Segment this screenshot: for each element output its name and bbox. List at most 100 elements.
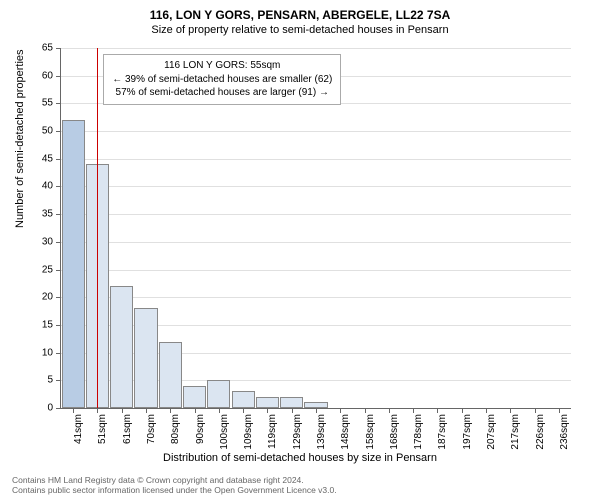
x-tick xyxy=(73,408,74,413)
y-tick-label: 20 xyxy=(42,292,53,303)
footer-line1: Contains HM Land Registry data © Crown c… xyxy=(12,475,337,486)
x-tick-label: 158sqm xyxy=(365,414,376,450)
y-tick xyxy=(56,380,61,381)
x-axis-label: Distribution of semi-detached houses by … xyxy=(0,452,600,464)
x-tick xyxy=(340,408,341,413)
grid-line xyxy=(61,48,571,49)
bar xyxy=(62,120,85,408)
x-tick-label: 129sqm xyxy=(292,414,303,450)
x-tick-label: 80sqm xyxy=(170,414,181,444)
y-tick-label: 50 xyxy=(42,126,53,137)
x-tick xyxy=(219,408,220,413)
y-tick-label: 45 xyxy=(42,153,53,164)
y-tick xyxy=(56,242,61,243)
x-tick-label: 148sqm xyxy=(340,414,351,450)
bar xyxy=(207,380,230,408)
y-tick xyxy=(56,408,61,409)
y-tick xyxy=(56,214,61,215)
y-tick-label: 10 xyxy=(42,347,53,358)
chart-subtitle: Size of property relative to semi-detach… xyxy=(0,22,600,36)
x-tick-label: 109sqm xyxy=(243,414,254,450)
grid-line xyxy=(61,297,571,298)
bar xyxy=(304,402,327,408)
bar xyxy=(256,397,279,408)
bar xyxy=(280,397,303,408)
x-tick xyxy=(559,408,560,413)
y-tick xyxy=(56,159,61,160)
x-tick-label: 70sqm xyxy=(146,414,157,444)
callout-line2: ← 39% of semi-detached houses are smalle… xyxy=(112,73,332,87)
x-tick-label: 90sqm xyxy=(195,414,206,444)
grid-line xyxy=(61,214,571,215)
grid-line xyxy=(61,270,571,271)
y-tick xyxy=(56,297,61,298)
footer-line2: Contains public sector information licen… xyxy=(12,485,337,496)
bar xyxy=(110,286,133,408)
y-tick-label: 65 xyxy=(42,43,53,54)
x-tick-label: 41sqm xyxy=(73,414,84,444)
y-tick xyxy=(56,353,61,354)
x-tick-label: 236sqm xyxy=(559,414,570,450)
y-tick-label: 5 xyxy=(47,375,53,386)
x-tick xyxy=(97,408,98,413)
grid-line xyxy=(61,159,571,160)
y-tick xyxy=(56,48,61,49)
bar xyxy=(159,342,182,408)
grid-line xyxy=(61,186,571,187)
x-tick xyxy=(195,408,196,413)
x-tick-label: 217sqm xyxy=(510,414,521,450)
y-tick-label: 15 xyxy=(42,319,53,330)
y-tick-label: 60 xyxy=(42,70,53,81)
footer-text: Contains HM Land Registry data © Crown c… xyxy=(12,475,337,496)
plot-area: 116 LON Y GORS: 55sqm ← 39% of semi-deta… xyxy=(60,48,571,409)
y-tick-label: 0 xyxy=(47,403,53,414)
x-tick xyxy=(243,408,244,413)
x-tick xyxy=(486,408,487,413)
y-tick-label: 40 xyxy=(42,181,53,192)
y-tick-label: 25 xyxy=(42,264,53,275)
bar xyxy=(134,308,157,408)
bar xyxy=(183,386,206,408)
y-tick xyxy=(56,131,61,132)
x-tick-label: 139sqm xyxy=(316,414,327,450)
grid-line xyxy=(61,131,571,132)
x-tick xyxy=(292,408,293,413)
y-tick xyxy=(56,186,61,187)
x-tick xyxy=(437,408,438,413)
x-tick-label: 100sqm xyxy=(219,414,230,450)
marker-line xyxy=(97,48,98,408)
callout-box: 116 LON Y GORS: 55sqm ← 39% of semi-deta… xyxy=(103,54,341,105)
y-tick xyxy=(56,103,61,104)
y-tick-label: 35 xyxy=(42,209,53,220)
x-tick-label: 207sqm xyxy=(486,414,497,450)
x-tick xyxy=(389,408,390,413)
y-tick-label: 30 xyxy=(42,236,53,247)
x-tick xyxy=(267,408,268,413)
chart-title: 116, LON Y GORS, PENSARN, ABERGELE, LL22… xyxy=(0,0,600,22)
y-tick xyxy=(56,270,61,271)
x-tick xyxy=(316,408,317,413)
y-tick xyxy=(56,325,61,326)
callout-line3: 57% of semi-detached houses are larger (… xyxy=(112,86,332,100)
x-tick-label: 187sqm xyxy=(437,414,448,450)
x-tick-label: 197sqm xyxy=(462,414,473,450)
x-tick xyxy=(510,408,511,413)
y-axis-label: Number of semi-detached properties xyxy=(14,49,26,228)
x-tick-label: 226sqm xyxy=(535,414,546,450)
x-tick-label: 51sqm xyxy=(97,414,108,444)
y-tick xyxy=(56,76,61,77)
x-tick-label: 119sqm xyxy=(267,414,278,449)
x-tick xyxy=(535,408,536,413)
x-tick xyxy=(146,408,147,413)
grid-line xyxy=(61,242,571,243)
x-tick xyxy=(462,408,463,413)
bar xyxy=(232,391,255,408)
x-tick-label: 168sqm xyxy=(389,414,400,450)
x-tick-label: 178sqm xyxy=(413,414,424,450)
x-tick xyxy=(413,408,414,413)
x-tick xyxy=(170,408,171,413)
x-tick-label: 61sqm xyxy=(122,414,133,444)
x-tick xyxy=(365,408,366,413)
y-tick-label: 55 xyxy=(42,98,53,109)
callout-line1: 116 LON Y GORS: 55sqm xyxy=(112,59,332,73)
